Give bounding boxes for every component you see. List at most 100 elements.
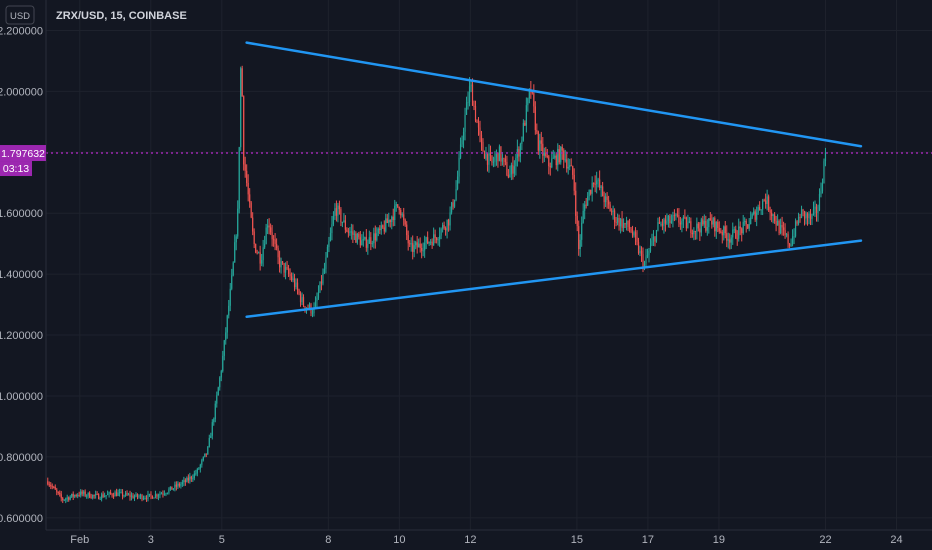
candle-down — [287, 268, 290, 275]
candle-up — [727, 239, 729, 241]
candle-down — [416, 242, 418, 248]
candle-up — [235, 236, 237, 243]
candle-down — [664, 219, 667, 224]
candle-up — [494, 157, 496, 162]
candle-up — [605, 196, 607, 203]
y-tick-label: 1.000000 — [0, 391, 43, 403]
candle-up — [812, 208, 815, 215]
candle-down — [145, 498, 148, 500]
candle-down — [59, 492, 61, 495]
candle-up — [154, 494, 157, 498]
candle-down — [593, 182, 595, 184]
x-tick-label: 5 — [219, 534, 225, 546]
candle-down — [344, 220, 346, 230]
candle-down — [48, 484, 50, 486]
candle-up — [750, 217, 752, 225]
candle-up — [361, 240, 363, 246]
candle-up — [226, 315, 228, 333]
candle-down — [578, 226, 580, 250]
candle-down — [178, 483, 180, 486]
candle-up — [105, 495, 107, 497]
candle-up — [380, 225, 382, 231]
candle-down — [359, 237, 361, 246]
candle-up — [633, 232, 635, 236]
candle-up — [467, 101, 469, 103]
candle-up — [751, 214, 753, 218]
candle-up — [688, 221, 690, 223]
candle-down — [156, 494, 158, 497]
candle-up — [703, 220, 705, 225]
candle-up — [450, 202, 453, 213]
candle-up — [567, 166, 569, 169]
candle-down — [132, 495, 134, 499]
candle-up — [539, 140, 541, 151]
candle-up — [681, 220, 683, 225]
candle-down — [259, 252, 261, 264]
candle-down — [778, 220, 780, 234]
candle-up — [708, 218, 710, 228]
candle-down — [386, 218, 388, 223]
countdown-value: 03:13 — [3, 163, 29, 175]
candle-down — [347, 231, 349, 233]
candle-up — [823, 161, 825, 184]
candle-up — [114, 492, 116, 497]
candle-down — [281, 261, 284, 264]
candle-down — [78, 495, 80, 497]
y-tick-label: 0.600000 — [0, 513, 43, 525]
candle-down — [678, 215, 680, 223]
x-tick-label: 10 — [393, 534, 405, 546]
price-axis-ticks: 0.600000 0.800000 1.000000 1.200000 1.400000… — [0, 25, 43, 524]
candle-down — [709, 218, 711, 221]
candle-down — [476, 120, 478, 123]
trendlines[interactable] — [245, 41, 863, 319]
candle-up — [543, 152, 545, 156]
candle-up — [180, 484, 182, 486]
candle-down — [126, 492, 128, 495]
candle-up — [791, 236, 794, 245]
candle-down — [531, 91, 533, 94]
candle-down — [479, 127, 481, 135]
candle-down — [774, 214, 776, 222]
candle-down — [576, 215, 578, 227]
candle-up — [202, 456, 204, 461]
candle-down — [57, 491, 59, 493]
candle-up — [652, 237, 655, 241]
candle-up — [655, 230, 658, 242]
candle-down — [536, 130, 538, 132]
candle-up — [225, 332, 227, 341]
candle-down — [141, 495, 143, 500]
candle-down — [765, 200, 767, 204]
candle-up — [104, 495, 106, 498]
candle-up — [772, 214, 774, 216]
candle-down — [273, 239, 275, 241]
candle-up — [672, 215, 674, 221]
candle-up — [108, 492, 110, 494]
candle-up — [349, 231, 351, 233]
candle-up — [123, 495, 125, 497]
price-axis[interactable] — [0, 0, 46, 530]
candle-up — [587, 196, 589, 206]
candle-down — [275, 243, 278, 249]
candle-up — [163, 493, 166, 495]
time-axis[interactable] — [0, 530, 932, 550]
candle-down — [271, 232, 273, 240]
candle-down — [545, 152, 547, 157]
candle-up — [353, 233, 355, 235]
candle-down — [252, 217, 254, 232]
candle-down — [736, 238, 738, 240]
candle-down — [400, 209, 402, 216]
candle-down — [403, 214, 405, 220]
candle-up — [92, 494, 94, 498]
currency-badge[interactable]: USD — [5, 5, 35, 25]
candle-up — [69, 496, 71, 500]
candle-up — [744, 221, 746, 223]
trendline-upper[interactable] — [245, 41, 863, 148]
candle-up — [459, 144, 462, 158]
candle-down — [93, 494, 95, 496]
trendline-lower[interactable] — [245, 239, 863, 319]
candle-up — [147, 494, 149, 499]
y-tick-label: 0.800000 — [0, 452, 43, 464]
symbol-title[interactable]: ZRX/USD, 15, COINBASE — [56, 10, 187, 22]
candle-up — [738, 226, 740, 239]
